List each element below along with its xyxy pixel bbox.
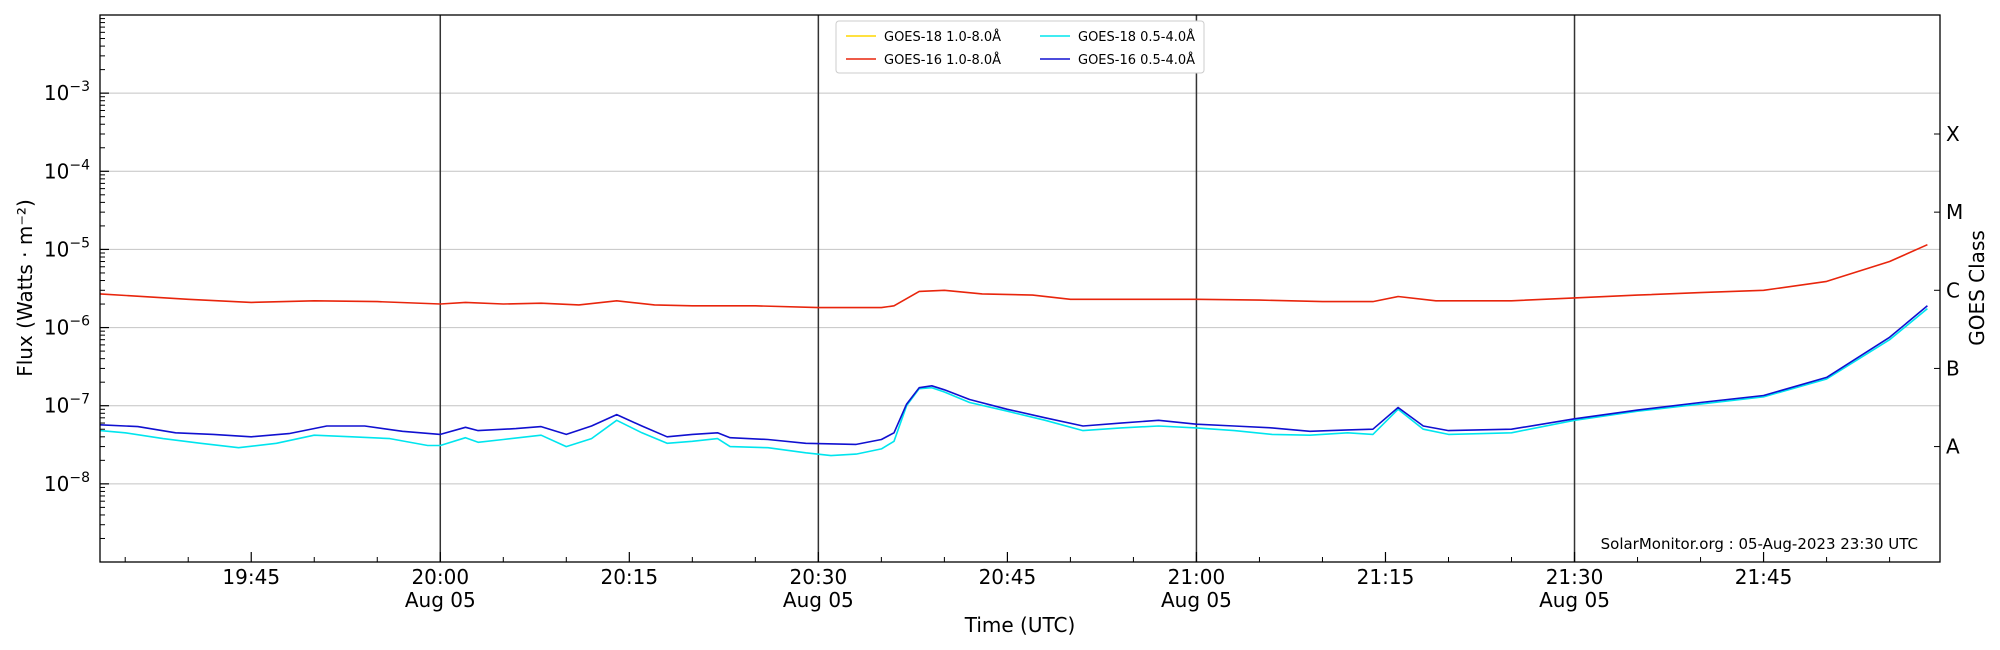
- y-axis-title: Flux (Watts · m⁻²): [13, 199, 37, 377]
- y-tick-label-2: 10−6: [44, 314, 90, 340]
- legend-label-1: GOES-16 1.0-8.0Å: [884, 52, 1001, 68]
- x-tick-label-7: 21:30: [1546, 565, 1604, 589]
- goes-class-label-C: C: [1946, 278, 1960, 302]
- series-line-2: [99, 307, 1928, 457]
- x-tick-label-2: 20:15: [600, 565, 658, 589]
- y-tick-label-3: 10−5: [44, 235, 90, 261]
- y-tick-label-1: 10−7: [44, 392, 90, 418]
- x-axis-title: Time (UTC): [964, 613, 1076, 637]
- y-tick-label-4: 10−4: [44, 157, 90, 183]
- x-tick-label-4: 20:45: [979, 565, 1037, 589]
- x-tick-label-5: 21:00: [1168, 565, 1226, 589]
- right-axis-title: GOES Class: [1965, 230, 1989, 346]
- x-tick-sublabel-5: Aug 05: [1161, 588, 1232, 612]
- x-tick-sublabel-1: Aug 05: [405, 588, 476, 612]
- gridlines: [100, 92, 1940, 485]
- goes-class-label-X: X: [1946, 122, 1960, 146]
- x-tick-sublabel-7: Aug 05: [1539, 588, 1610, 612]
- legend: GOES-18 1.0-8.0Å GOES-16 1.0-8.0Å GOES-18 …: [835, 20, 1205, 74]
- plot-frame: [99, 14, 1941, 563]
- date-marker-lines: [439, 15, 1576, 562]
- series-line-1: [99, 243, 1928, 309]
- legend-box: [835, 20, 1205, 74]
- legend-label-2: GOES-18 0.5-4.0Å: [1078, 29, 1195, 45]
- goes-class-label-M: M: [1946, 200, 1963, 224]
- goes-class-axis: A B C M X: [1934, 122, 1963, 459]
- y-tick-label-0: 10−8: [44, 470, 90, 496]
- x-tick-label-8: 21:45: [1735, 565, 1793, 589]
- goes-class-label-B: B: [1946, 356, 1960, 380]
- x-tick-label-1: 20:00: [411, 565, 469, 589]
- legend-label-3: GOES-16 0.5-4.0Å: [1078, 52, 1195, 68]
- y-axis: 10−8 10−7 10−6 10−5 10−4 10−3: [44, 18, 109, 539]
- plot-area: [100, 15, 1940, 562]
- x-tick-label-3: 20:30: [790, 565, 848, 589]
- x-tick-label-6: 21:15: [1357, 565, 1415, 589]
- y-tick-label-5: 10−3: [44, 79, 90, 105]
- x-tick-sublabel-3: Aug 05: [783, 588, 854, 612]
- footer-credit: SolarMonitor.org : 05-Aug-2023 23:30 UTC: [1601, 535, 1918, 553]
- legend-label-0: GOES-18 1.0-8.0Å: [884, 29, 1001, 45]
- goes-class-label-A: A: [1946, 435, 1960, 459]
- series-line-3: [99, 305, 1928, 446]
- x-tick-label-0: 19:45: [222, 565, 280, 589]
- series-lines: [99, 243, 1928, 457]
